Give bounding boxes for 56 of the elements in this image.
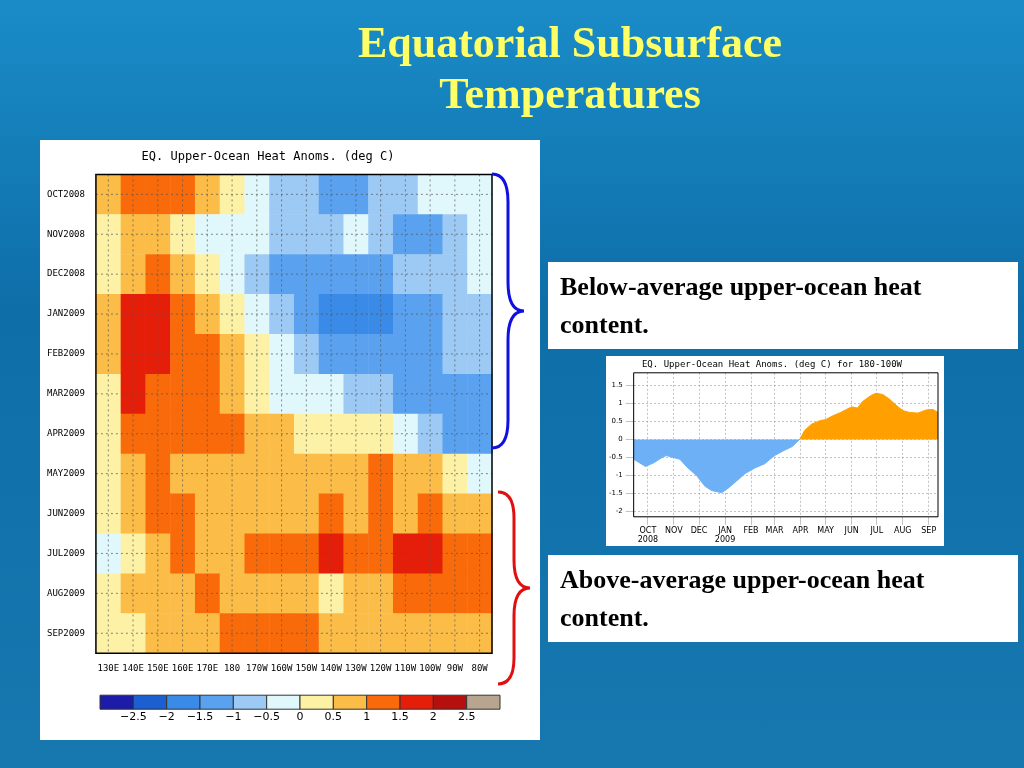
y-tick-label: MAR2009: [46, 388, 85, 399]
x-tick-label: 130W: [345, 662, 368, 673]
y-tick-label: JUN2009: [46, 507, 85, 518]
color-bar-label: −1.5: [186, 709, 214, 723]
x-tick-label: JAN 2009: [714, 525, 736, 545]
y-tick-label: JAN2009: [46, 308, 85, 319]
y-tick-label: MAY2009: [46, 467, 85, 478]
chart-title: EQ. Upper-Ocean Heat Anoms. (deg C): [141, 149, 395, 164]
color-bar-label: 2.5: [457, 709, 476, 723]
y-tick-label: OCT2008: [46, 188, 85, 199]
x-tick-label: 150E: [146, 662, 169, 673]
x-tick-label: JUN: [843, 525, 859, 535]
x-tick-label: FEB: [743, 525, 759, 535]
text: Below-average upper-ocean heat content.: [548, 262, 1018, 350]
color-bar-label: 0: [296, 709, 304, 723]
x-tick-label: 170W: [245, 662, 269, 673]
x-tick-label: 130E: [97, 662, 120, 673]
color-bar-label: 0.5: [324, 709, 343, 723]
x-tick-label: 90W: [446, 662, 464, 673]
x-tick-label: DEC: [690, 525, 708, 535]
color-bar-label: −1: [225, 709, 242, 723]
x-tick-label: 170E: [196, 662, 219, 673]
color-bar-label: 2: [429, 709, 437, 723]
y-tick-label: SEP2009: [46, 627, 85, 638]
x-tick-label: APR: [792, 525, 809, 535]
chart-title: EQ. Upper-Ocean Heat Anoms. (deg C) for 180-100W: [641, 358, 903, 369]
x-tick-label: 100W: [419, 662, 442, 673]
y-tick-label: AUG2009: [46, 587, 85, 598]
text: Above-average upper-ocean heat content.: [548, 555, 1018, 643]
x-tick-label: AUG: [894, 525, 912, 535]
x-tick-label: NOV: [665, 525, 684, 535]
x-tick-label: 140E: [122, 662, 144, 673]
color-bar-label: 1.5: [391, 709, 409, 723]
color-bar-label: −2: [158, 709, 175, 723]
x-tick-label: 110W: [394, 662, 417, 673]
x-tick-label: 120W: [369, 662, 393, 673]
x-tick-label: 160W: [270, 662, 293, 673]
y-tick-label: JUL2009: [46, 547, 85, 558]
color-bar-label: −0.5: [253, 709, 281, 723]
x-tick-label: MAR: [765, 525, 784, 535]
x-tick-label: MAY: [817, 525, 835, 535]
x-tick-label: 180: [223, 662, 241, 673]
y-tick-label: NOV2008: [46, 228, 85, 239]
x-tick-label: 160E: [171, 662, 194, 673]
x-tick-label: OCT 2008: [637, 525, 659, 545]
y-tick-label: DEC2008: [46, 268, 85, 279]
y-tick-label: FEB2009: [46, 348, 85, 359]
color-bar-label: 1: [363, 709, 371, 723]
x-tick-label: 80W: [471, 662, 489, 673]
y-tick-label: APR2009: [46, 428, 85, 439]
x-tick-label: 140W: [320, 662, 343, 673]
x-tick-label: JUL: [869, 525, 884, 535]
color-bar-label: −2.5: [119, 709, 147, 723]
text: Equatorial Subsurface Temperatures: [356, 18, 784, 120]
x-tick-label: 150W: [295, 662, 318, 673]
x-tick-label: SEP: [921, 525, 937, 535]
